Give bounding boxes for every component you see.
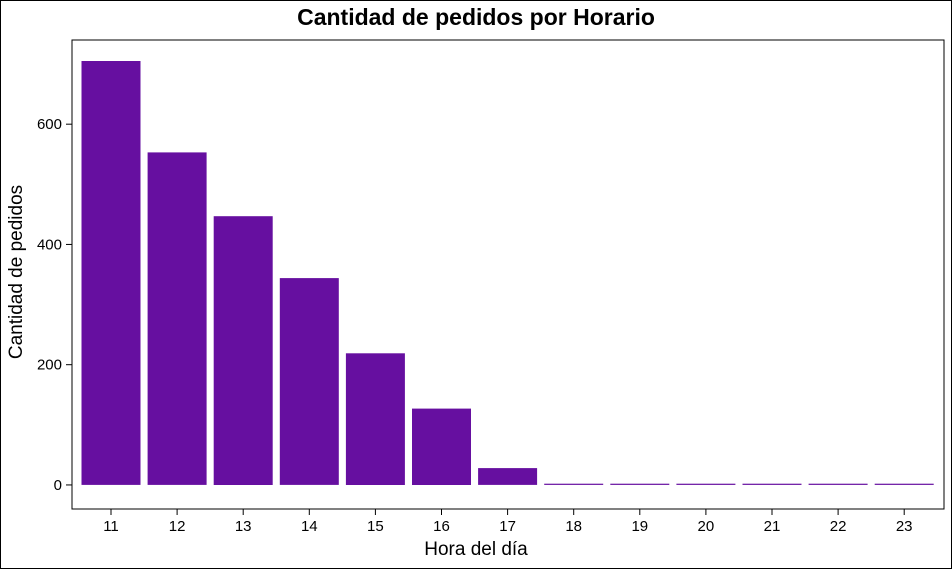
x-tick-label-19: 19 xyxy=(631,518,648,535)
y-axis: 0 200 400 600 xyxy=(37,116,72,494)
bar-14 xyxy=(279,278,339,485)
bars-group xyxy=(81,61,934,485)
y-tick-label-0: 0 xyxy=(54,477,62,494)
chart-title: Cantidad de pedidos por Horario xyxy=(297,4,655,30)
bar-19 xyxy=(610,483,670,485)
x-tick-label-12: 12 xyxy=(169,518,186,535)
bar-13 xyxy=(213,216,273,485)
x-tick-label-21: 21 xyxy=(764,518,781,535)
bar-23 xyxy=(874,483,934,485)
y-tick-label-200: 200 xyxy=(37,357,62,374)
bar-21 xyxy=(742,483,802,485)
x-tick-label-14: 14 xyxy=(301,518,318,535)
x-tick-label-22: 22 xyxy=(830,518,847,535)
x-tick-label-16: 16 xyxy=(433,518,450,535)
x-tick-label-17: 17 xyxy=(499,518,516,535)
x-tick-label-13: 13 xyxy=(235,518,252,535)
bar-20 xyxy=(676,483,736,485)
x-tick-label-20: 20 xyxy=(698,518,715,535)
bar-22 xyxy=(808,483,868,485)
bar-12 xyxy=(147,152,207,485)
x-tick-label-23: 23 xyxy=(896,518,913,535)
y-axis-label: Cantidad de pedidos xyxy=(6,184,27,360)
bar-18 xyxy=(544,483,604,485)
x-tick-label-15: 15 xyxy=(367,518,384,535)
bar-16 xyxy=(412,408,471,485)
bar-11 xyxy=(81,61,141,485)
bar-15 xyxy=(345,353,405,485)
y-tick-label-400: 400 xyxy=(37,236,62,253)
x-tick-label-11: 11 xyxy=(103,518,119,535)
x-axis: 11 12 13 14 15 16 17 18 19 20 21 22 23 xyxy=(103,509,913,535)
y-tick-label-600: 600 xyxy=(37,116,62,133)
bar-17 xyxy=(478,468,538,485)
x-axis-label: Hora del día xyxy=(424,539,528,560)
x-tick-label-18: 18 xyxy=(565,518,582,535)
